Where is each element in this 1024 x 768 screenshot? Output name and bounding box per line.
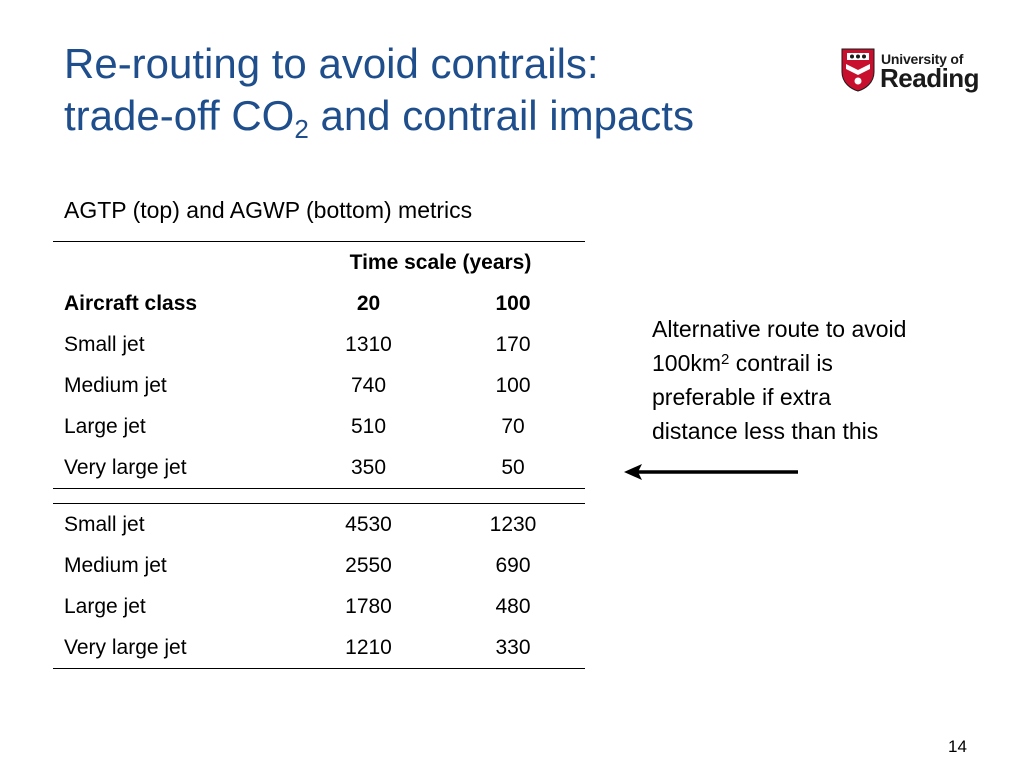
cell-100-year: 70	[501, 414, 525, 438]
annotation-note: Alternative route to avoid 100km2 contrai…	[652, 312, 992, 448]
logo-text-reading: Reading	[880, 63, 980, 93]
note-line-4: distance less than this	[652, 418, 879, 444]
column-header-20: 20	[356, 291, 381, 315]
note-superscript: 2	[721, 351, 730, 368]
table-row-agtp-medium-jet: Medium jet 740 100	[53, 365, 585, 406]
cell-aircraft-class: Large jet	[64, 594, 146, 618]
left-arrow-icon	[624, 464, 798, 480]
cell-100-year: 330	[441, 627, 585, 669]
cell-20-year: 1780	[345, 594, 392, 618]
cell-100-year: 480	[495, 594, 531, 618]
cell-aircraft-class: Small jet	[53, 503, 296, 545]
metrics-table: Time scale (years) Aircraft class 20 100…	[53, 241, 585, 669]
title-line-2-prefix: trade-off CO	[64, 92, 295, 139]
cell-20-year: 4530	[296, 503, 441, 545]
slide-title: Re-routing to avoid contrails: trade-off …	[64, 38, 694, 142]
table-row-agwp-very-large-jet: Very large jet 1210 330	[53, 627, 585, 669]
table-row-agwp-large-jet: Large jet 1780 480	[53, 586, 585, 627]
timescale-header-row: Time scale (years)	[53, 241, 585, 283]
cell-aircraft-class: Small jet	[64, 332, 145, 356]
column-header-100: 100	[495, 291, 531, 315]
logo-text-university-of: University of	[881, 51, 964, 67]
cell-100-year: 50	[441, 447, 585, 489]
cell-20-year: 1210	[296, 627, 441, 669]
cell-20-year: 2550	[345, 553, 392, 577]
title-line-2-suffix: and contrail impacts	[308, 92, 694, 139]
table-row-agtp-very-large-jet: Very large jet 350 50	[53, 447, 585, 489]
cell-aircraft-class: Very large jet	[53, 447, 296, 489]
cell-20-year: 740	[350, 373, 387, 397]
cell-20-year: 510	[350, 414, 387, 438]
note-line-1: Alternative route to avoid	[652, 316, 907, 342]
table-caption: AGTP (top) and AGWP (bottom) metrics	[64, 197, 473, 223]
table-row-agwp-medium-jet: Medium jet 2550 690	[53, 545, 585, 586]
cell-100-year: 1230	[441, 503, 585, 545]
cell-100-year: 100	[495, 373, 531, 397]
note-line-2-suffix: contrail is	[729, 350, 833, 376]
cell-20-year: 350	[296, 447, 441, 489]
table-row-agtp-large-jet: Large jet 510 70	[53, 406, 585, 447]
shield-crest-icon	[841, 48, 875, 92]
cell-aircraft-class: Medium jet	[64, 553, 167, 577]
column-header-aircraft-class: Aircraft class	[64, 291, 198, 315]
table-row-agwp-small-jet: Small jet 4530 1230	[53, 503, 585, 545]
timescale-header: Time scale (years)	[296, 241, 585, 283]
title-subscript: 2	[294, 114, 309, 144]
title-line-1: Re-routing to avoid contrails:	[64, 40, 599, 87]
column-header-row: Aircraft class 20 100	[53, 283, 585, 324]
cell-aircraft-class: Large jet	[64, 414, 146, 438]
cell-20-year: 1310	[345, 332, 392, 356]
cell-aircraft-class: Medium jet	[64, 373, 167, 397]
cell-100-year: 690	[495, 553, 531, 577]
note-line-2-prefix: 100km	[652, 350, 722, 376]
cell-100-year: 170	[495, 332, 531, 356]
cell-aircraft-class: Very large jet	[53, 627, 296, 669]
table-row-agtp-small-jet: Small jet 1310 170	[53, 324, 585, 365]
table-section-gap	[53, 489, 585, 504]
note-line-3: preferable if extra	[652, 384, 831, 410]
university-of-reading-logo: University of Reading	[841, 48, 980, 94]
page-number: 14	[948, 737, 967, 756]
